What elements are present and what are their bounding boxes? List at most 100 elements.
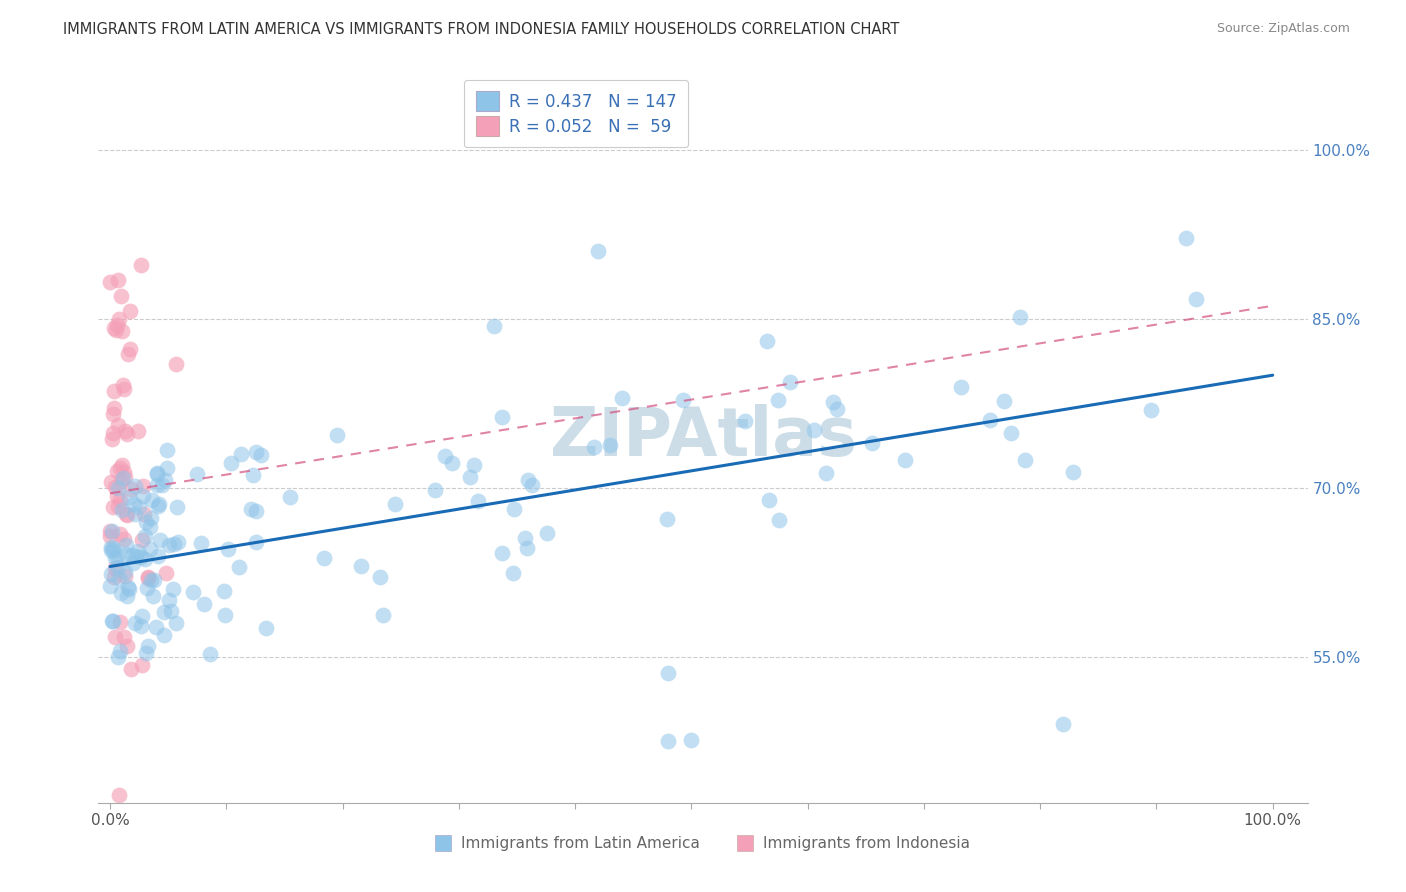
Point (111, 324, 134, 338)
Point (491, 546, 513, 560)
Point (136, 571, 159, 585)
Point (245, 535, 267, 549)
Point (114, 565, 136, 579)
Point (657, 734, 679, 748)
Point (101, 432, 124, 446)
Point (520, 477, 543, 491)
Point (131, 533, 153, 547)
Point (128, 500, 150, 515)
Point (993, 394, 1015, 409)
Point (141, 510, 163, 524)
Point (122, 557, 145, 571)
Point (167, 534, 190, 549)
Point (148, 497, 170, 511)
Point (105, 550, 128, 565)
Point (825, 401, 848, 416)
Point (124, 616, 146, 631)
Point (823, 395, 845, 409)
Point (672, 392, 695, 407)
Point (242, 468, 264, 483)
Point (115, 508, 138, 522)
Point (127, 544, 149, 558)
Point (146, 500, 169, 514)
Point (107, 311, 129, 326)
Point (134, 508, 156, 522)
Point (101, 614, 124, 628)
Point (131, 608, 153, 623)
Point (103, 401, 125, 415)
Point (98, 579, 121, 593)
Point (491, 410, 513, 425)
Point (1010, 310, 1032, 324)
Point (146, 467, 169, 481)
Point (181, 585, 204, 599)
Point (136, 570, 159, 584)
Point (107, 272, 129, 286)
Point (105, 489, 128, 503)
Point (153, 605, 176, 619)
Point (423, 483, 446, 497)
Point (979, 413, 1001, 427)
Point (117, 347, 139, 361)
Point (1000, 425, 1022, 440)
Point (155, 460, 177, 475)
Point (139, 520, 162, 534)
Point (150, 478, 173, 492)
Point (239, 501, 262, 516)
Point (214, 584, 236, 599)
Point (146, 549, 169, 563)
Point (124, 479, 146, 493)
Point (186, 467, 208, 481)
Point (779, 375, 801, 389)
Point (254, 621, 277, 635)
Point (146, 478, 169, 492)
Point (132, 489, 155, 503)
Point (434, 449, 457, 463)
Point (103, 570, 125, 584)
Point (134, 529, 156, 543)
Point (122, 497, 145, 511)
Point (112, 471, 135, 485)
Text: Source: ZipAtlas.com: Source: ZipAtlas.com (1216, 22, 1350, 36)
Point (103, 384, 125, 399)
Point (114, 425, 136, 439)
Point (657, 512, 679, 526)
Point (101, 500, 124, 514)
Point (108, 644, 131, 658)
Text: Immigrants from Indonesia: Immigrants from Indonesia (763, 836, 970, 851)
Point (115, 507, 138, 521)
Point (125, 549, 148, 564)
Point (190, 536, 212, 550)
Point (120, 304, 142, 318)
Point (657, 666, 679, 681)
Point (98, 524, 121, 538)
Point (599, 437, 621, 451)
Point (1062, 465, 1084, 479)
Point (111, 458, 134, 473)
Point (193, 597, 215, 611)
Point (100, 543, 122, 558)
Point (214, 607, 236, 622)
Point (228, 559, 250, 574)
Point (142, 573, 165, 587)
Point (100, 540, 122, 554)
Point (502, 566, 524, 580)
Point (104, 630, 127, 644)
Point (107, 418, 129, 433)
Point (141, 493, 163, 508)
Point (101, 407, 124, 421)
Point (893, 453, 915, 467)
Point (681, 732, 703, 747)
Point (104, 561, 127, 575)
Point (231, 447, 253, 461)
Point (101, 541, 124, 556)
Point (110, 586, 132, 600)
Point (165, 357, 187, 371)
Point (245, 445, 267, 459)
Point (536, 526, 558, 541)
Point (610, 392, 633, 406)
Point (139, 573, 162, 587)
Point (107, 481, 129, 495)
Point (115, 589, 138, 603)
Point (513, 531, 536, 545)
